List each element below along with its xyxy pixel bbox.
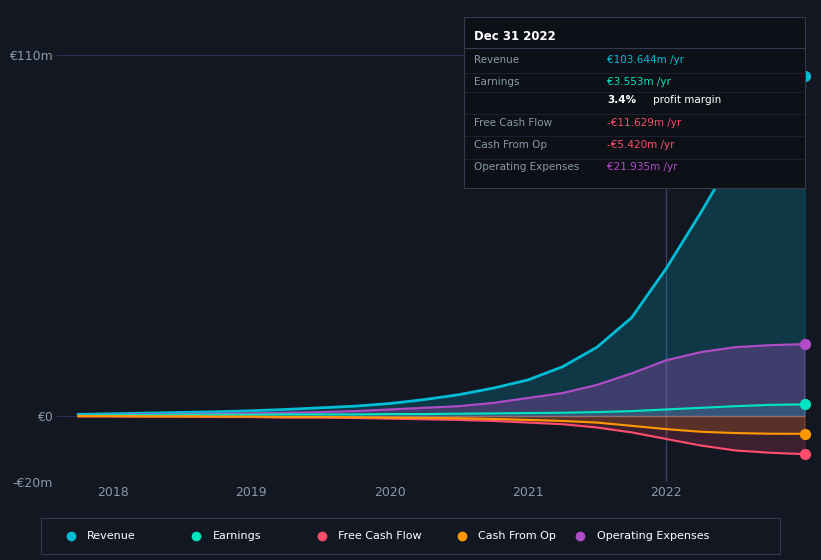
Point	[798, 339, 811, 348]
Point	[798, 450, 811, 459]
Point	[798, 400, 811, 409]
Point	[798, 72, 811, 81]
Text: Free Cash Flow: Free Cash Flow	[338, 531, 422, 541]
Text: -€5.420m /yr: -€5.420m /yr	[607, 140, 675, 150]
Text: Free Cash Flow: Free Cash Flow	[474, 118, 553, 128]
Text: €103.644m /yr: €103.644m /yr	[607, 54, 684, 64]
Text: 3.4%: 3.4%	[607, 96, 636, 105]
Text: Earnings: Earnings	[474, 77, 520, 87]
Text: €3.553m /yr: €3.553m /yr	[607, 77, 671, 87]
Text: Dec 31 2022: Dec 31 2022	[474, 30, 556, 44]
Text: Revenue: Revenue	[87, 531, 135, 541]
Text: Operating Expenses: Operating Expenses	[474, 162, 580, 172]
Point	[798, 430, 811, 438]
Text: profit margin: profit margin	[653, 96, 721, 105]
Text: Operating Expenses: Operating Expenses	[597, 531, 709, 541]
Text: Cash From Op: Cash From Op	[479, 531, 557, 541]
Text: -€11.629m /yr: -€11.629m /yr	[607, 118, 681, 128]
Text: Revenue: Revenue	[474, 54, 519, 64]
Text: Earnings: Earnings	[213, 531, 261, 541]
Text: €21.935m /yr: €21.935m /yr	[607, 162, 677, 172]
Text: Cash From Op: Cash From Op	[474, 140, 547, 150]
